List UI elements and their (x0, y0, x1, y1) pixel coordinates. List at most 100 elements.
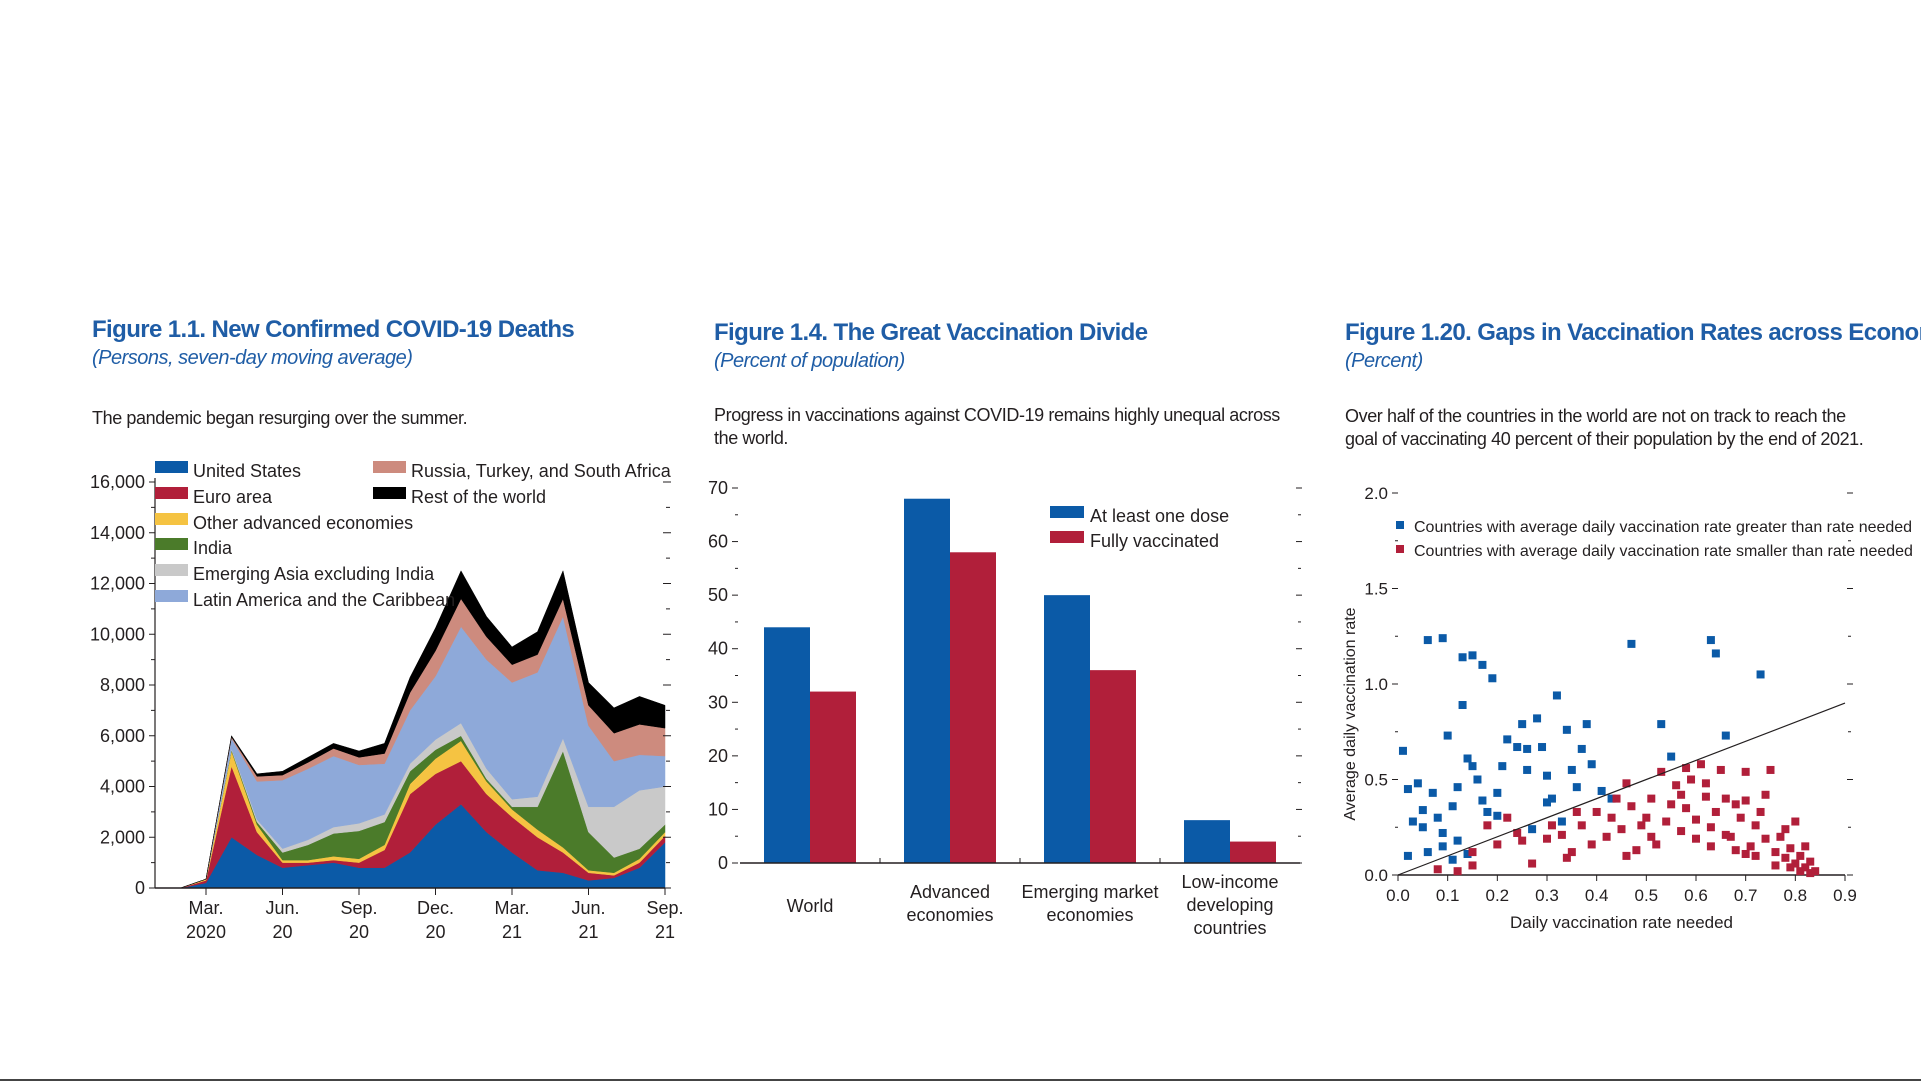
point-0-34 (1562, 725, 1571, 734)
figure-1-20-note: Over half of the countries in the world … (1345, 406, 1864, 449)
point-0-26 (1503, 735, 1512, 744)
point-1-41 (1776, 832, 1785, 841)
y-tick-label-0: 0 (135, 878, 145, 898)
point-0-54 (1448, 855, 1457, 864)
point-1-8 (1567, 848, 1576, 857)
legend-swatch-7 (373, 487, 406, 499)
point-1-74 (1468, 861, 1477, 870)
legend-swatch-5 (155, 590, 188, 602)
point-0-7 (1398, 746, 1407, 755)
point-0-10 (1418, 806, 1427, 815)
legend-swatch-3 (155, 538, 188, 550)
bar-0-3 (1184, 820, 1230, 863)
x-tick-year-label-5: 21 (578, 922, 598, 942)
point-0-49 (1423, 848, 1432, 857)
point-1-26 (1701, 792, 1710, 801)
y-tick-label-1: 2,000 (100, 827, 145, 847)
figure-1-1-title: Figure 1.1. New Confirmed COVID-19 Death… (92, 316, 575, 343)
y-tick-label-1: 10 (708, 799, 728, 819)
x-tick-year-label-3: 20 (425, 922, 445, 942)
point-1-51 (1806, 869, 1815, 878)
point-0-23 (1483, 807, 1492, 816)
legend-swatch-0 (1050, 506, 1084, 518)
point-1-40 (1771, 848, 1780, 857)
y-tick-label-3: 6,000 (100, 726, 145, 746)
bar-1-3 (1230, 841, 1276, 863)
point-0-18 (1443, 731, 1452, 740)
point-1-34 (1741, 767, 1750, 776)
x-tick-label-0: 0.0 (1386, 886, 1410, 905)
y-tick-label-2: 20 (708, 746, 728, 766)
y-tick-label-5: 50 (708, 585, 728, 605)
point-1-67 (1607, 813, 1616, 822)
point-0-11 (1428, 788, 1437, 797)
point-1-55 (1771, 861, 1780, 870)
point-0-4 (1478, 660, 1487, 669)
point-0-50 (1438, 842, 1447, 851)
point-1-23 (1687, 775, 1696, 784)
y-tick-label-2: 4,000 (100, 777, 145, 797)
bar-0-1 (904, 498, 950, 863)
point-1-72 (1513, 828, 1522, 837)
point-1-66 (1622, 851, 1631, 860)
point-0-6 (1458, 701, 1467, 710)
vaccination-gap-scatter-chart: 0.0 0.1 0.2 0.3 0.4 0.5 0.6 0.7 0.8 0.9 0.0 0.5 1.0 1… (1342, 484, 1913, 932)
legend-label-2: Other advanced economies (193, 513, 413, 533)
point-1-18 (1657, 767, 1666, 776)
bar-0-0 (764, 627, 810, 863)
y-tick-label-6: 60 (708, 532, 728, 552)
bar-0-2 (1044, 595, 1090, 863)
point-1-71 (1547, 821, 1556, 830)
point-0-52 (1463, 849, 1472, 858)
point-0-2 (1458, 653, 1467, 662)
y-tick-label-7: 70 (708, 478, 728, 498)
point-0-25 (1498, 762, 1507, 771)
x-tick-label-2: Sep. (340, 898, 377, 918)
figure-1-4-note: Progress in vaccinations against COVID-1… (714, 405, 1280, 448)
point-1-46 (1791, 817, 1800, 826)
y-tick-label-4: 8,000 (100, 675, 145, 695)
x-tick-label-4: Mar. (494, 898, 529, 918)
point-0-13 (1418, 823, 1427, 832)
x-tick-label-0: Mar. (188, 898, 223, 918)
point-1-14 (1627, 802, 1636, 811)
category-label-2-1: economies (1046, 905, 1133, 925)
y-tick-label-4: 40 (708, 639, 728, 659)
point-0-3 (1468, 651, 1477, 660)
x-tick-label-5: Jun. (571, 898, 605, 918)
figure-1-4-subtitle: (Percent of population) (714, 350, 905, 372)
point-1-80 (1701, 779, 1710, 788)
point-1-49 (1801, 842, 1810, 851)
point-1-77 (1647, 794, 1656, 803)
point-1-58 (1731, 846, 1740, 855)
y-tick-label-8: 16,000 (90, 472, 145, 492)
point-0-39 (1587, 760, 1596, 769)
point-1-10 (1592, 807, 1601, 816)
x-tick-label-8: 0.8 (1784, 886, 1808, 905)
legend-label-0: United States (193, 461, 301, 481)
point-1-16 (1642, 813, 1651, 822)
point-1-9 (1577, 821, 1586, 830)
point-1-64 (1647, 832, 1656, 841)
x-tick-year-label-4: 21 (502, 922, 522, 942)
legend-label-0: At least one dose (1090, 506, 1229, 526)
point-0-27 (1513, 743, 1522, 752)
point-1-62 (1677, 827, 1686, 836)
legend-label-0: Countries with average daily vaccination… (1414, 519, 1912, 536)
point-1-44 (1786, 844, 1795, 853)
point-1-24 (1692, 815, 1700, 824)
point-0-36 (1572, 783, 1581, 792)
point-1-33 (1736, 813, 1745, 822)
point-0-30 (1533, 714, 1542, 723)
point-1-56 (1751, 851, 1760, 860)
point-0-29 (1523, 744, 1532, 753)
x-axis-label: Daily vaccination rate needed (1510, 913, 1733, 932)
x-tick-label-9: 0.9 (1833, 886, 1857, 905)
point-1-60 (1706, 842, 1715, 851)
point-0-21 (1473, 775, 1482, 784)
category-label-3-1: developing (1186, 895, 1273, 915)
legend-label-4: Emerging Asia excluding India (193, 564, 435, 584)
point-0-47 (1756, 670, 1765, 679)
x-tick-label-3: Dec. (417, 898, 454, 918)
point-1-27 (1706, 823, 1715, 832)
